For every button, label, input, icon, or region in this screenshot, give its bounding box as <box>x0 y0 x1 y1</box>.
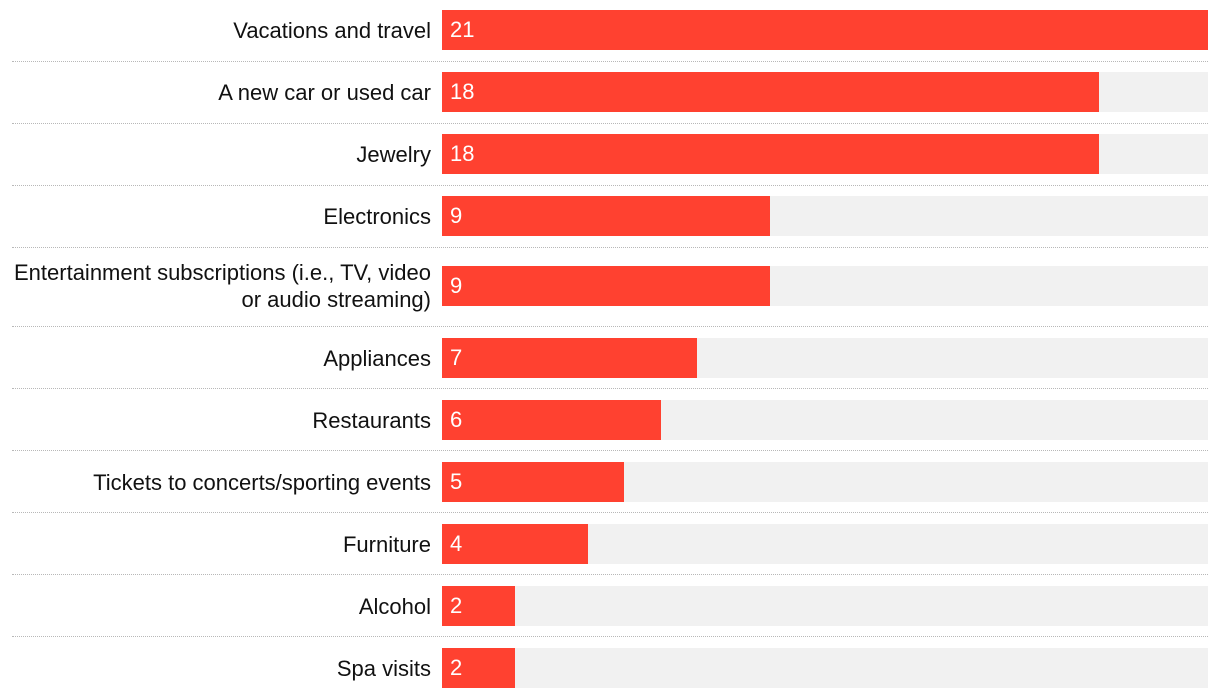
category-label: Jewelry <box>0 134 431 174</box>
category-label: Tickets to concerts/sporting events <box>0 462 431 502</box>
row-divider <box>12 247 1208 248</box>
bar-value-label: 21 <box>450 17 475 42</box>
row-divider <box>12 61 1208 62</box>
bar-value-label: 2 <box>450 655 463 680</box>
bar-track <box>442 586 1208 626</box>
row-divider <box>12 388 1208 389</box>
row-divider <box>12 636 1208 637</box>
bar-value-label: 5 <box>450 469 463 494</box>
bar <box>442 134 1099 174</box>
bar-value-label: 2 <box>450 593 463 618</box>
category-label: Vacations and travel <box>0 10 431 50</box>
bar-value-label: 4 <box>450 531 463 556</box>
bar <box>442 196 770 236</box>
bar-track <box>442 648 1208 688</box>
category-label-text: Restaurants <box>312 407 431 433</box>
category-label: Alcohol <box>0 586 431 626</box>
category-label-text: Tickets to concerts/sporting events <box>93 469 431 495</box>
category-label-text: Vacations and travel <box>233 17 431 43</box>
bar <box>442 10 1208 50</box>
bar <box>442 266 770 306</box>
bar-value-label: 7 <box>450 345 463 370</box>
category-label-text: Entertainment subscriptions (i.e., TV, v… <box>14 260 431 312</box>
category-label-text: Jewelry <box>356 141 431 167</box>
category-label: Spa visits <box>0 648 431 688</box>
bar <box>442 648 515 688</box>
category-label: Electronics <box>0 196 431 236</box>
bar <box>442 586 515 626</box>
row-divider <box>12 185 1208 186</box>
bar-value-label: 18 <box>450 141 475 166</box>
bar <box>442 72 1099 112</box>
category-label: Furniture <box>0 524 431 564</box>
category-label: Appliances <box>0 338 431 378</box>
category-label: Entertainment subscriptions (i.e., TV, v… <box>0 259 431 313</box>
row-divider <box>12 512 1208 513</box>
bar <box>442 462 624 502</box>
row-divider <box>12 450 1208 451</box>
bar-value-label: 18 <box>450 79 475 104</box>
category-label-text: Furniture <box>342 531 431 557</box>
bar-value-label: 9 <box>450 273 463 298</box>
category-label-text: A new car or used car <box>218 79 431 105</box>
row-divider <box>12 326 1208 327</box>
row-divider <box>12 123 1208 124</box>
category-label-text: Spa visits <box>336 655 431 681</box>
bar <box>442 400 661 440</box>
category-label-text: Alcohol <box>358 593 431 619</box>
bar-value-label: 6 <box>450 407 463 432</box>
bar <box>442 338 697 378</box>
category-label-text: Electronics <box>323 203 431 229</box>
category-label-text: Appliances <box>323 345 431 371</box>
bar <box>442 524 588 564</box>
category-label: A new car or used car <box>0 72 431 112</box>
row-divider <box>12 574 1208 575</box>
bar-value-label: 9 <box>450 203 463 228</box>
category-label: Restaurants <box>0 400 431 440</box>
